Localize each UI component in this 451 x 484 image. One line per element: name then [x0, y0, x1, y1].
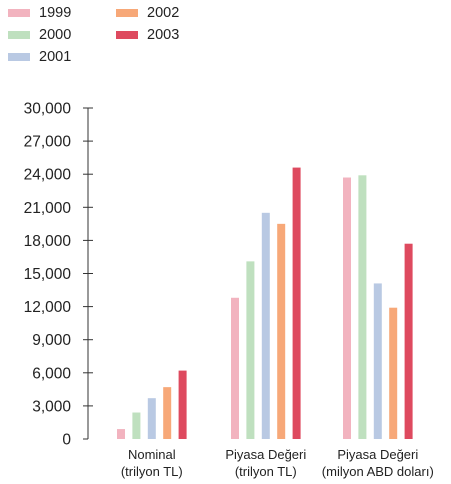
legend-label: 2003 [147, 27, 180, 43]
bar-2003-0 [178, 370, 187, 439]
y-tick-label: 24,000 [24, 167, 72, 184]
bar-2000-1 [246, 261, 255, 439]
legend-swatch [116, 9, 138, 17]
bar-2002-1 [277, 223, 286, 439]
y-tick-label: 27,000 [24, 134, 72, 151]
bar-2001-0 [147, 398, 156, 439]
legend-swatch [116, 31, 138, 39]
legend: 1999 2000 2001 2002 2003 [8, 5, 248, 67]
legend-swatch [8, 9, 30, 17]
x-category-label-line: Nominal [128, 447, 176, 462]
legend-label: 2001 [39, 49, 72, 65]
y-tick-label: 3,000 [32, 398, 71, 415]
bar-2002-2 [389, 307, 398, 439]
x-category-label-line: (trilyon TL) [121, 464, 183, 479]
x-category-label: Piyasa Değeri (milyon ABD doları) [322, 447, 434, 479]
legend-swatch [8, 31, 30, 39]
x-category-label-line: Piyasa Değeri [225, 447, 306, 462]
legend-item-2002: 2002 [116, 5, 179, 21]
legend-item-2000: 2000 [8, 27, 71, 43]
bar-2001-1 [261, 212, 270, 439]
bar-1999-0 [117, 429, 125, 439]
y-tick-label: 30,000 [24, 101, 72, 118]
legend-label: 1999 [39, 5, 72, 21]
bar-1999-2 [343, 177, 351, 439]
x-category-label: Nominal (trilyon TL) [121, 447, 183, 479]
bar-2000-2 [358, 175, 367, 439]
x-category-label-line: Piyasa Değeri [337, 447, 418, 462]
y-tick-label: 18,000 [24, 233, 72, 250]
bar-2001-2 [373, 283, 382, 439]
bar-2003-1 [292, 167, 301, 439]
y-tick-label: 0 [62, 432, 71, 449]
bar-1999-1 [231, 297, 239, 439]
y-tick-label: 9,000 [32, 332, 71, 349]
y-tick-label: 21,000 [24, 200, 72, 217]
x-category-label: Piyasa Değeri (trilyon TL) [225, 447, 306, 479]
legend-item-1999: 1999 [8, 5, 71, 21]
legend-item-2001: 2001 [8, 49, 71, 65]
legend-label: 2000 [39, 27, 72, 43]
bar-2000-0 [132, 412, 141, 439]
y-tick-label: 15,000 [24, 266, 72, 283]
bar-2003-2 [404, 243, 413, 439]
x-category-label-line: (trilyon TL) [235, 464, 297, 479]
legend-item-2003: 2003 [116, 27, 179, 43]
x-category-label-line: (milyon ABD doları) [322, 464, 434, 479]
bar-2002-0 [163, 387, 172, 439]
legend-swatch [8, 53, 30, 61]
legend-label: 2002 [147, 5, 180, 21]
y-tick-label: 12,000 [24, 299, 72, 316]
y-tick-label: 6,000 [32, 365, 71, 382]
